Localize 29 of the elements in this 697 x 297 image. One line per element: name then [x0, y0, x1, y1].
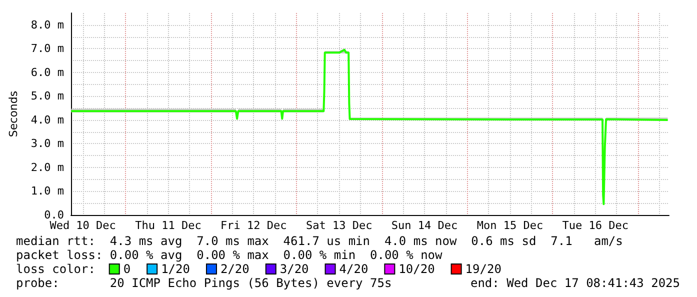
legend-label: 2/20	[220, 262, 250, 276]
y-tick-label: 6.0 m	[30, 66, 64, 79]
y-tick-label: 0.0	[44, 208, 64, 222]
x-tick-label: Wed 10 Dec	[50, 219, 116, 232]
x-tick-label: Sun 14 Dec	[391, 219, 458, 232]
y-tick-label: 7.0 m	[30, 42, 64, 56]
legend-label: 3/20	[280, 262, 309, 276]
y-tick-label: 2.0 m	[30, 160, 64, 174]
x-tick-label: Sat 13 Dec	[306, 219, 372, 232]
legend-label: 19/20	[465, 262, 502, 276]
legend-label: 0	[123, 262, 131, 276]
y-tick-label: 5.0 m	[30, 90, 64, 103]
y-tick-label: 3.0 m	[30, 137, 64, 150]
y-tick-label: 8.0 m	[30, 18, 64, 32]
y-tick-label: 1.0 m	[30, 184, 64, 198]
legend-label: 10/20	[398, 262, 435, 276]
y-axis-title: Seconds	[7, 90, 20, 138]
legend-label: 1/20	[161, 262, 190, 276]
text: end: Wed Dec 17 08:41:43 2025	[470, 276, 680, 290]
x-tick-label: Fri 12 Dec	[220, 219, 287, 232]
text: median rtt: 4.3 ms avg 7.0 ms max 461.7 us min 4.0 ms now 0.6 ms sd 7.1 am/s	[16, 234, 623, 248]
x-tick-label: Mon 15 Dec	[476, 219, 544, 232]
legend-title: loss color:	[16, 262, 96, 276]
x-tick-label: Tue 16 Dec	[562, 219, 628, 232]
y-tick-label: 4.0 m	[30, 113, 64, 126]
text: packet loss: 0.00 % avg 0.00 % max 0.00 % min 0.00 % now	[16, 248, 444, 262]
text: probe: 20 ICMP Echo Pings (56 Bytes) every 75s	[16, 276, 392, 290]
x-tick-label: Thu 11 Dec	[135, 219, 202, 232]
legend-label: 4/20	[339, 262, 368, 276]
